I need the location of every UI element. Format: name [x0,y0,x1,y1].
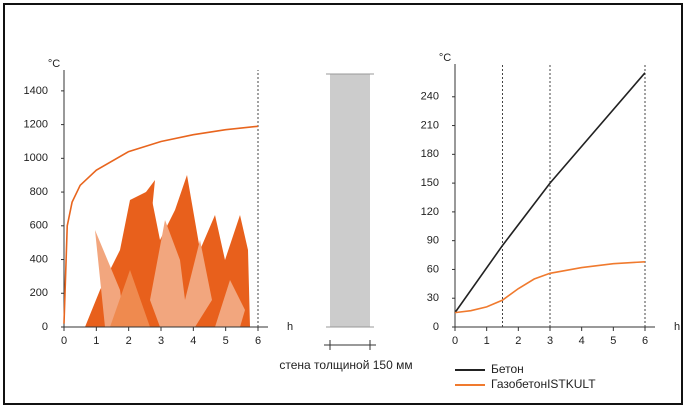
wall-body [330,74,370,327]
series-line [63,125,259,324]
x-axis-label: h [287,321,293,333]
series-line [454,72,646,314]
y-tick-label: 600 [30,220,48,232]
y-tick-label: 180 [421,148,439,160]
y-tick-label: 1000 [24,152,48,164]
y-tick-label: 90 [427,235,439,247]
y-tick-label: 800 [30,186,48,198]
x-tick-label: 3 [158,335,164,347]
y-axis-label: °C [439,52,451,64]
y-tick-label: 1400 [24,85,48,97]
y-tick-label: 30 [427,292,439,304]
wall-caption: стена толщиной 150 мм [279,358,412,372]
wall: стена толщиной 150 мм [279,73,413,372]
y-tick-label: 150 [421,177,439,189]
x-tick-label: 5 [223,335,229,347]
y-tick-label: 240 [421,91,439,103]
x-tick-label: 4 [579,335,585,347]
x-tick-label: 3 [547,335,553,347]
x-tick-label: 6 [642,335,648,347]
flames [85,175,250,327]
x-tick-label: 2 [515,335,521,347]
y-tick-label: 60 [427,263,439,275]
y-tick-label: 210 [421,119,439,131]
y-tick-label: 0 [42,321,48,333]
legend-label: ГазобетонISTKULT [491,377,596,391]
legend-label: Бетон [491,362,524,376]
y-tick-label: 200 [30,287,48,299]
y-tick-label: 0 [433,321,439,333]
x-tick-label: 5 [610,335,616,347]
x-axis-label: h [674,321,680,333]
x-tick-label: 0 [452,335,458,347]
y-tick-label: 120 [421,206,439,218]
x-tick-label: 4 [190,335,196,347]
y-tick-label: 1200 [24,119,48,131]
x-tick-label: 2 [126,335,132,347]
x-tick-label: 1 [484,335,490,347]
x-tick-label: 0 [61,335,67,347]
x-tick-label: 6 [255,335,261,347]
series-line [454,260,646,314]
y-tick-label: 400 [30,253,48,265]
y-axis-label: °C [48,58,60,70]
x-tick-label: 1 [93,335,99,347]
